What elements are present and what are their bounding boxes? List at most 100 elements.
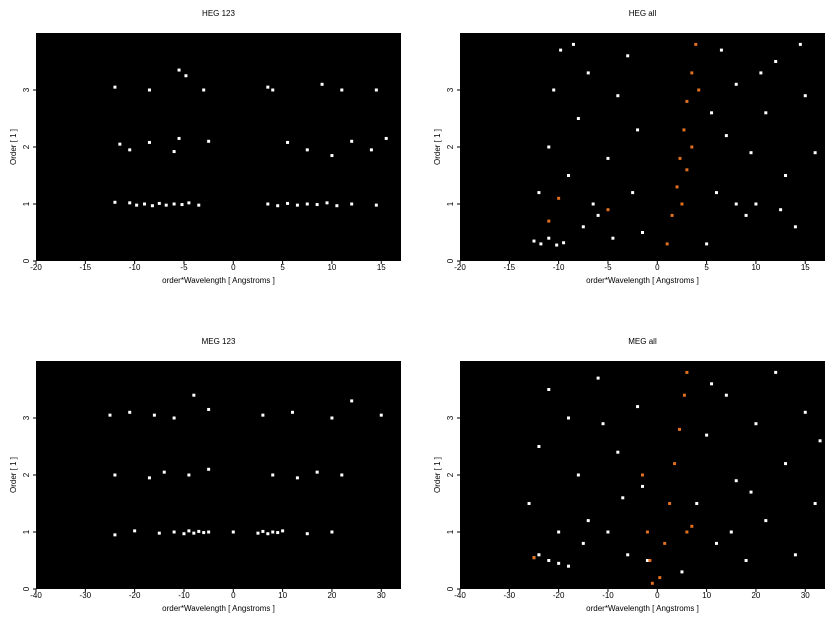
point	[547, 145, 551, 149]
x-tick-label: -20	[129, 591, 141, 600]
y-tick-label: 2	[446, 144, 455, 149]
point	[350, 399, 354, 403]
x-tick-label: 0	[655, 591, 660, 600]
point	[682, 393, 686, 397]
chart-title: HEG 123	[202, 9, 235, 18]
point	[325, 201, 329, 205]
x-tick-label: 10	[327, 263, 336, 272]
point	[305, 532, 309, 536]
y-tick-label: 1	[446, 529, 455, 534]
y-tick-label: 3	[22, 415, 31, 420]
point	[567, 416, 571, 420]
point	[266, 202, 270, 206]
point	[537, 191, 541, 195]
point	[685, 99, 689, 103]
point	[552, 88, 556, 92]
point	[192, 531, 196, 535]
point	[271, 88, 275, 92]
x-tick-label: -30	[504, 591, 516, 600]
point	[631, 191, 635, 195]
point	[271, 530, 275, 534]
point	[675, 185, 679, 189]
y-tick-label: 0	[22, 586, 31, 591]
point	[586, 519, 590, 523]
point	[350, 139, 354, 143]
point	[645, 530, 649, 534]
x-tick-label: 30	[801, 591, 810, 600]
point	[557, 561, 561, 565]
point	[152, 413, 156, 417]
point	[157, 531, 161, 535]
point	[192, 393, 196, 397]
point	[557, 530, 561, 534]
point	[108, 413, 112, 417]
point	[118, 142, 122, 146]
point	[135, 203, 139, 207]
point	[187, 473, 191, 477]
point	[601, 422, 605, 426]
point	[286, 140, 290, 144]
chart-title: MEG all	[628, 337, 657, 346]
x-tick-label: -10	[178, 591, 190, 600]
point	[774, 60, 778, 63]
x-tick-label: -5	[180, 263, 188, 272]
x-tick-label: 0	[655, 263, 660, 272]
point	[606, 530, 610, 534]
point	[678, 156, 682, 160]
point	[665, 242, 669, 246]
y-axis-label: Order [ 1 ]	[433, 129, 442, 165]
point	[779, 208, 783, 212]
point	[764, 111, 768, 115]
point	[180, 203, 184, 207]
point	[261, 529, 265, 533]
point	[636, 405, 640, 409]
x-tick-label: -40	[30, 591, 42, 600]
x-tick-label: -5	[604, 263, 612, 272]
point	[547, 559, 551, 562]
point	[177, 136, 181, 140]
point	[596, 376, 600, 380]
point	[754, 202, 758, 206]
point	[315, 470, 319, 474]
point	[539, 242, 543, 246]
point	[184, 74, 188, 78]
x-tick-label: -20	[30, 263, 42, 272]
point	[133, 529, 137, 533]
point	[202, 531, 206, 535]
point	[532, 239, 536, 243]
point	[295, 203, 299, 207]
point	[276, 531, 280, 535]
point	[813, 151, 817, 155]
point	[685, 530, 689, 534]
point	[147, 476, 151, 480]
point	[729, 530, 733, 534]
point	[705, 433, 709, 437]
x-tick-label: -40	[454, 591, 466, 600]
chart-title: HEG all	[629, 9, 657, 18]
point	[581, 225, 585, 229]
point	[202, 88, 206, 92]
point	[305, 202, 309, 206]
point	[150, 204, 154, 208]
point	[555, 243, 559, 247]
point	[113, 200, 117, 204]
x-tick-label: -20	[454, 263, 466, 272]
point	[641, 484, 644, 488]
point	[694, 42, 698, 46]
point	[680, 570, 684, 574]
point	[384, 136, 388, 140]
point	[113, 533, 117, 537]
point	[128, 201, 132, 205]
point	[162, 470, 166, 474]
point	[374, 88, 378, 92]
point	[744, 213, 748, 217]
point	[305, 148, 309, 152]
point	[749, 151, 753, 155]
point	[207, 467, 211, 471]
point	[581, 541, 585, 545]
point	[172, 150, 176, 154]
point	[798, 42, 802, 46]
point	[290, 410, 294, 414]
point	[113, 473, 117, 477]
